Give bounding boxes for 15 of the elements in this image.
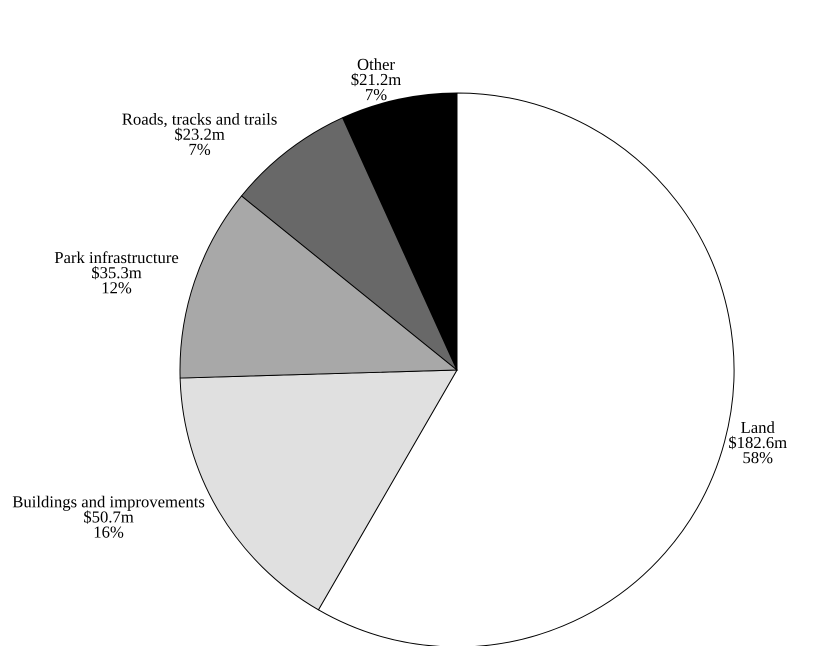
data-label: $50.7m xyxy=(84,510,134,524)
data-label: $23.2m xyxy=(175,128,225,141)
slice-label: Land xyxy=(741,421,775,434)
text: 58% xyxy=(743,452,772,464)
text: 7% xyxy=(190,144,210,156)
text: 16% xyxy=(94,526,124,538)
slice-label: Park infrastructure xyxy=(54,251,178,264)
data-label: $21.2m xyxy=(352,72,401,86)
text: 12% xyxy=(102,282,132,294)
slice-label: Roads, tracks and trails xyxy=(122,113,277,128)
slice-label: Other xyxy=(358,58,395,70)
data-label: $182.6m xyxy=(729,436,787,450)
slice-label: Buildings and improvements xyxy=(12,496,204,511)
text: 7% xyxy=(366,88,387,100)
data-label: $35.3m xyxy=(92,266,142,280)
